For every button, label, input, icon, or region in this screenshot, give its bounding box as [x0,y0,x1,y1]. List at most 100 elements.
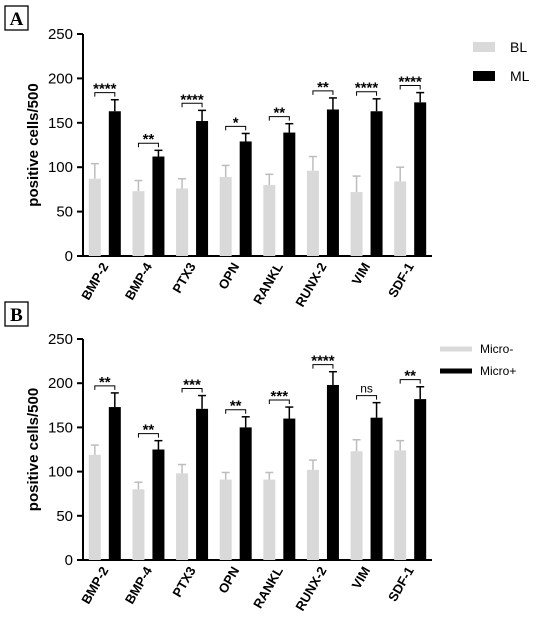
bar-control [176,473,189,560]
y-axis-label: positive cells/500 [25,83,42,206]
significance-bracket [225,409,247,414]
bar-control [88,454,101,560]
bar-control [132,489,145,560]
significance-bracket [356,395,378,400]
bar-control [176,188,189,256]
significance-label: ** [317,79,329,96]
bar-treated [196,408,209,560]
bar-treated [370,417,383,560]
x-tick-label: PTX3 [169,564,198,600]
significance-label: **** [399,74,423,91]
y-tick-label: 200 [48,70,73,87]
x-tick-label: VIM [349,260,374,288]
x-tick-label: VIM [349,564,374,592]
bar-control [88,178,101,256]
legend-label: Micro+ [480,364,516,378]
legend-swatch [440,346,472,352]
y-tick-label: 100 [48,464,73,481]
x-tick-label: BMP-2 [78,564,111,607]
significance-label: * [233,114,239,131]
legend-swatch [440,368,472,374]
legend-swatch [473,71,495,81]
x-tick-label: SDF-1 [385,260,417,300]
y-tick-label: 250 [48,331,73,348]
significance-bracket [356,91,378,96]
bar-treated [283,132,296,256]
y-tick-label: 0 [65,552,73,569]
x-tick-label: RUNX-2 [292,260,329,309]
bar-control [306,170,319,256]
significance-bracket [94,385,116,390]
y-tick-label: 0 [65,248,73,265]
significance-label: **** [180,91,204,108]
significance-label: ns [360,382,373,396]
x-tick-label: BMP-4 [122,259,156,302]
significance-bracket [137,142,159,148]
significance-bracket [312,364,334,369]
x-tick-label: PTX3 [169,260,198,296]
panel-label: B [10,305,23,326]
x-tick-label: RANKL [250,260,286,307]
bar-treated [283,418,296,560]
y-tick-label: 200 [48,375,73,392]
x-tick-label: BMP-2 [78,260,111,303]
significance-label: ** [273,105,285,122]
bar-treated [239,427,252,560]
bar-treated [414,102,427,256]
significance-bracket [94,92,116,97]
bar-control [219,176,232,256]
bar-control [394,181,407,256]
bar-treated [414,399,427,560]
legend-swatch [473,42,495,52]
bar-treated [152,449,165,560]
significance-label: **** [93,81,117,98]
panel-label: A [10,9,24,30]
bar-control [306,469,319,560]
bar-treated [370,111,383,256]
bar-control [219,479,232,560]
significance-bracket [225,125,247,131]
significance-bracket [137,433,159,438]
bar-control [263,479,276,560]
panel-label-box [4,301,29,327]
x-tick-label: OPN [215,260,242,292]
bar-treated [326,384,339,560]
y-tick-label: 250 [48,26,73,43]
significance-bracket [399,379,421,384]
bar-control [394,450,407,560]
significance-label: ** [99,374,111,391]
bar-control [350,192,363,256]
bar-control [132,191,145,256]
significance-bracket [181,102,203,108]
significance-label: *** [183,377,201,394]
bar-treated [108,407,121,560]
x-tick-label: SDF-1 [385,564,417,604]
bar-treated [239,141,252,256]
significance-label: ** [143,131,155,148]
significance-bracket [268,399,290,404]
legend-label: BL [510,39,527,55]
bar-treated [196,121,209,256]
significance-bracket [312,90,334,95]
bar-treated [108,111,121,256]
significance-bracket [268,116,290,121]
legend-label: Micro- [480,342,513,356]
y-tick-label: 50 [56,508,73,525]
bar-treated [326,109,339,256]
legend-label: ML [510,68,530,84]
significance-label: **** [311,353,335,370]
y-tick-label: 50 [56,204,73,221]
bar-control [350,451,363,560]
bar-control [263,184,276,256]
bar-treated [152,156,165,256]
x-tick-label: RANKL [250,564,286,611]
y-axis-label: positive cells/500 [25,388,42,511]
significance-label: **** [355,80,379,97]
panel-b: B 0 50 100 150 200 250 positive cells/500 ** BMP-… [4,301,516,613]
significance-bracket [399,85,421,90]
x-tick-label: BMP-4 [122,563,156,606]
y-tick-label: 150 [48,115,73,132]
x-tick-label: OPN [215,564,242,596]
